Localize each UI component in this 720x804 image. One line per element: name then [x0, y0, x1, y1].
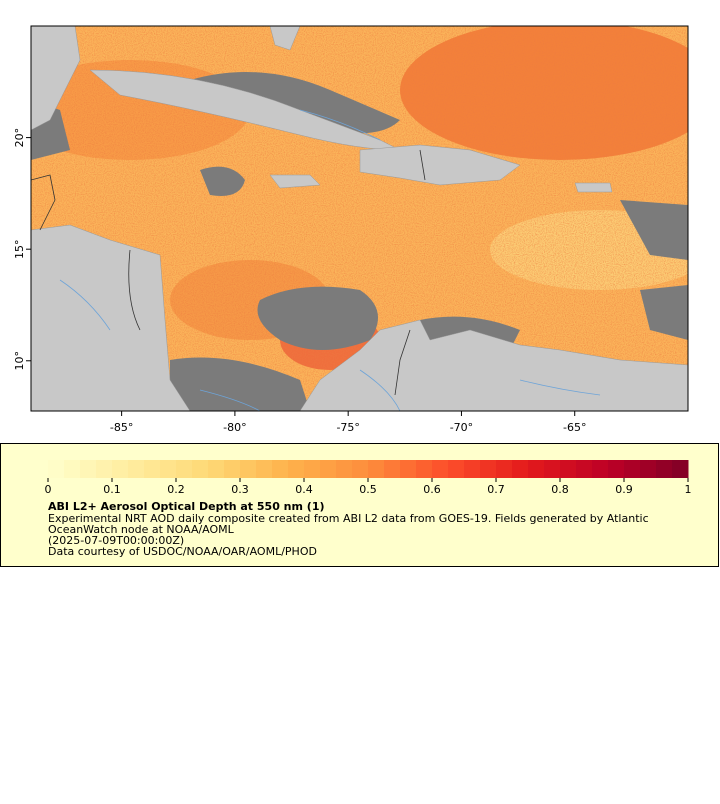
- x-tick-label: -75°: [336, 421, 359, 434]
- colorbar-step: [96, 460, 113, 478]
- colorbar-step: [112, 460, 129, 478]
- colorbar-step: [368, 460, 385, 478]
- colorbar-tick-label: 0.6: [423, 483, 441, 496]
- colorbar-step: [480, 460, 497, 478]
- colorbar-step: [144, 460, 161, 478]
- legend-note: OceanWatch node at NOAA/AOML: [48, 523, 235, 536]
- colorbar-step: [176, 460, 193, 478]
- colorbar-step: [48, 460, 65, 478]
- colorbar-tick-label: 0.1: [103, 483, 121, 496]
- colorbar-step: [128, 460, 145, 478]
- y-tick-label: 15°: [13, 239, 26, 259]
- colorbar-step: [416, 460, 433, 478]
- colorbar-step: [192, 460, 209, 478]
- colorbar-step: [64, 460, 81, 478]
- colorbar-step: [80, 460, 97, 478]
- colorbar-step: [240, 460, 257, 478]
- x-tick-label: -85°: [110, 421, 133, 434]
- map-frame: [30, 25, 689, 412]
- colorbar-step: [464, 460, 481, 478]
- legend-title: ABI L2+ Aerosol Optical Depth at 550 nm …: [48, 500, 325, 513]
- colorbar-step: [448, 460, 465, 478]
- colorbar-step: [624, 460, 641, 478]
- x-tick-label: -70°: [450, 421, 473, 434]
- colorbar-tick-label: 0.7: [487, 483, 505, 496]
- colorbar-step: [320, 460, 337, 478]
- colorbar-tick-label: 0.5: [359, 483, 377, 496]
- y-tick-label: 20°: [13, 128, 26, 148]
- colorbar-step: [160, 460, 177, 478]
- x-tick-label: -80°: [223, 421, 246, 434]
- colorbar-step: [672, 460, 689, 478]
- colorbar-step: [656, 460, 673, 478]
- colorbar-tick-label: 1: [685, 483, 692, 496]
- colorbar-step: [512, 460, 529, 478]
- legend-note: Experimental NRT AOD daily composite cre…: [48, 512, 649, 525]
- colorbar-step: [560, 460, 577, 478]
- colorbar-step: [256, 460, 273, 478]
- x-tick-label: -65°: [563, 421, 586, 434]
- colorbar-tick-label: 0.3: [231, 483, 249, 496]
- colorbar-step: [400, 460, 417, 478]
- colorbar-step: [384, 460, 401, 478]
- colorbar-tick-label: 0.2: [167, 483, 185, 496]
- y-tick-label: 10°: [13, 351, 26, 371]
- colorbar-step: [224, 460, 241, 478]
- colorbar-step: [608, 460, 625, 478]
- colorbar-step: [528, 460, 545, 478]
- colorbar-tick-label: 0.4: [295, 483, 313, 496]
- colorbar-step: [576, 460, 593, 478]
- colorbar-step: [304, 460, 321, 478]
- colorbar-step: [352, 460, 369, 478]
- colorbar-tick-label: 0.9: [615, 483, 633, 496]
- map-image: [31, 26, 688, 411]
- colorbar-step: [640, 460, 657, 478]
- colorbar-step: [544, 460, 561, 478]
- colorbar-step: [432, 460, 449, 478]
- legend-note: (2025-07-09T00:00:00Z): [48, 534, 184, 547]
- colorbar-tick-label: 0.8: [551, 483, 569, 496]
- colorbar-step: [592, 460, 609, 478]
- legend-note: Data courtesy of USDOC/NOAA/OAR/AOML/PHO…: [48, 545, 317, 558]
- colorbar-step: [272, 460, 289, 478]
- colorbar-step: [496, 460, 513, 478]
- colorbar-step: [336, 460, 353, 478]
- colorbar-step: [208, 460, 225, 478]
- colorbar-step: [288, 460, 305, 478]
- colorbar-tick-label: 0: [45, 483, 52, 496]
